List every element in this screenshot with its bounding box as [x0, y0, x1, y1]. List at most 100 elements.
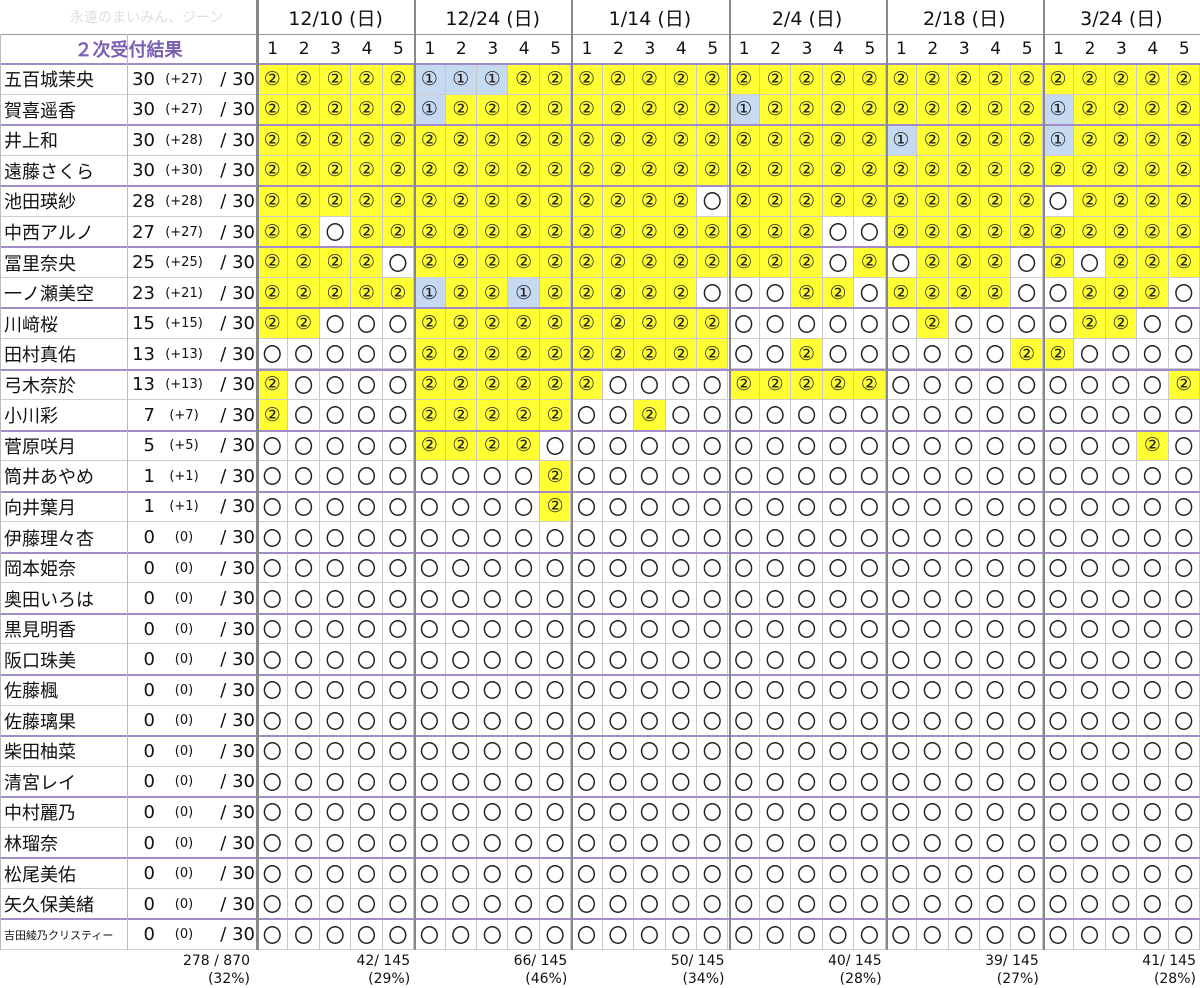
cell: ② [948, 277, 980, 309]
cell: 〇 [1042, 797, 1075, 828]
member-name: 中西アルノ [4, 223, 94, 245]
cell: 〇 [854, 736, 886, 767]
cell: ② [351, 64, 383, 95]
cell: ② [1011, 155, 1043, 187]
cell: ② [351, 277, 383, 309]
cell: 〇 [602, 369, 635, 401]
cell: 〇 [319, 400, 352, 431]
cell: ② [351, 94, 383, 126]
cell: 〇 [257, 430, 289, 462]
cell: ② [477, 430, 509, 462]
cell: 〇 [948, 491, 980, 523]
cell: ② [257, 369, 289, 401]
cell: 〇 [382, 247, 415, 278]
cell: ② [728, 155, 760, 187]
cell: ② [1074, 64, 1106, 95]
cell: 〇 [319, 430, 352, 462]
cell: 〇 [571, 858, 603, 889]
cell: 〇 [445, 827, 478, 859]
cell: 〇 [948, 797, 980, 828]
cell: 〇 [539, 552, 572, 584]
cell: 〇 [885, 369, 918, 401]
cell: ② [1105, 64, 1138, 95]
cell: ② [602, 94, 635, 126]
cell: ② [948, 125, 980, 156]
cell: 〇 [257, 888, 289, 920]
cell: ② [414, 338, 446, 370]
cell: ② [257, 155, 289, 187]
cell: 〇 [697, 797, 729, 828]
score-delta: (+5) [169, 438, 199, 454]
cell: ② [697, 64, 729, 95]
cell: 〇 [885, 858, 918, 889]
cell: 〇 [1074, 613, 1106, 645]
cell: 〇 [759, 338, 792, 370]
cell: 〇 [854, 491, 886, 523]
cell: ① [445, 64, 478, 95]
group-line [885, 0, 888, 950]
cell: 〇 [917, 919, 949, 950]
cell: 〇 [1011, 552, 1043, 584]
cell: 〇 [1011, 583, 1043, 614]
cell: 〇 [477, 613, 509, 645]
cell: 〇 [1168, 644, 1200, 675]
cell: 〇 [759, 888, 792, 920]
cell: 〇 [382, 705, 415, 737]
cell: 〇 [477, 827, 509, 859]
cell: ② [571, 64, 603, 95]
cell: 〇 [948, 736, 980, 767]
cell: ② [539, 155, 572, 187]
cell: 〇 [728, 613, 760, 645]
cell: 〇 [445, 522, 478, 553]
score: 0 [143, 771, 155, 793]
member-name: 一ノ瀬美空 [4, 284, 94, 306]
cell: 〇 [1042, 308, 1075, 339]
cell: 〇 [665, 858, 698, 889]
group-count: 39/ 145 [985, 952, 1039, 969]
cell: 〇 [351, 308, 383, 339]
cell: 〇 [539, 583, 572, 614]
cell: ② [571, 155, 603, 187]
group-pct: (28%) [839, 970, 882, 987]
cell: ② [1168, 64, 1200, 95]
cell: 〇 [477, 552, 509, 584]
cell: ② [508, 308, 540, 339]
cell: 〇 [728, 491, 760, 523]
cell: ② [445, 308, 478, 339]
cell: ② [445, 186, 478, 217]
slot-header: 3 [1115, 39, 1127, 59]
cell: 〇 [917, 461, 949, 492]
member-name: 賀喜遥香 [4, 100, 76, 122]
cell: 〇 [885, 338, 918, 370]
cell: ② [257, 125, 289, 156]
cell: 〇 [1042, 583, 1075, 614]
cell: 〇 [1011, 888, 1043, 920]
date-header: 12/10 (日) [288, 7, 383, 30]
cell: ② [571, 125, 603, 156]
cell: 〇 [791, 797, 823, 828]
cell: 〇 [759, 797, 792, 828]
overall-count: 278 / 870 [182, 952, 250, 969]
cell: 〇 [414, 552, 446, 584]
cell: 〇 [382, 797, 415, 828]
group-pct: (46%) [525, 970, 568, 987]
group-line [571, 0, 574, 950]
cell: 〇 [822, 522, 855, 553]
cell: 〇 [571, 461, 603, 492]
member-name: 田村真佑 [4, 345, 76, 367]
cell: 〇 [979, 400, 1012, 431]
h-line [0, 857, 1200, 860]
cell: ② [979, 64, 1012, 95]
score-total: / 30 [220, 496, 255, 518]
cell: 〇 [602, 552, 635, 584]
member-name: 阪口珠美 [4, 650, 76, 672]
cell: 〇 [634, 369, 666, 401]
cell: ② [288, 277, 320, 309]
cell: ② [508, 125, 540, 156]
score-delta: (0) [174, 927, 194, 943]
cell: 〇 [822, 919, 855, 950]
h-line [0, 429, 1200, 432]
cell: 〇 [508, 766, 540, 798]
cell: ② [979, 155, 1012, 187]
cell: ② [917, 125, 949, 156]
